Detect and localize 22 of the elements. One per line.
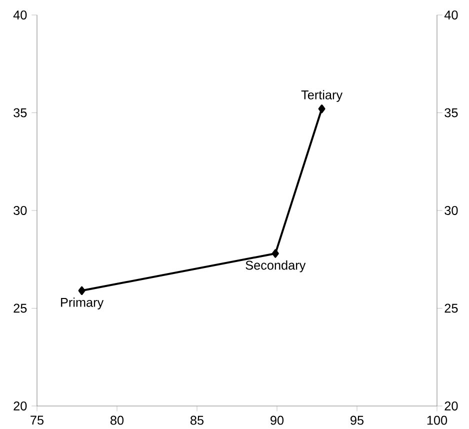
- y-tick-label: 25: [444, 304, 458, 313]
- y-tick-label: 20: [444, 402, 458, 410]
- y-tick-label: 30: [444, 206, 458, 215]
- x-tick-label: 75: [30, 416, 44, 425]
- x-tick-label: 85: [190, 416, 204, 425]
- x-tick-label: 95: [350, 416, 364, 425]
- y2-tick-label: 40: [13, 10, 27, 20]
- point: [272, 249, 279, 258]
- point: [78, 286, 86, 295]
- point: [318, 104, 326, 114]
- annotation: Tertiary: [301, 90, 343, 102]
- x-tick-label: 80: [110, 416, 124, 425]
- y2-tick-label: 25: [14, 304, 27, 313]
- y-tick-label: 35: [444, 108, 458, 118]
- x-tick-label: 90: [270, 416, 284, 425]
- annotation: Secondary: [246, 260, 306, 272]
- y2-tick-label: 30: [14, 206, 27, 215]
- annotation: Primary: [61, 298, 104, 310]
- y2-tick-label: 20: [14, 402, 27, 410]
- x-tick-label: 100: [427, 416, 448, 425]
- y2-tick-label: 35: [14, 108, 27, 118]
- y-tick-label: 40: [444, 10, 458, 20]
